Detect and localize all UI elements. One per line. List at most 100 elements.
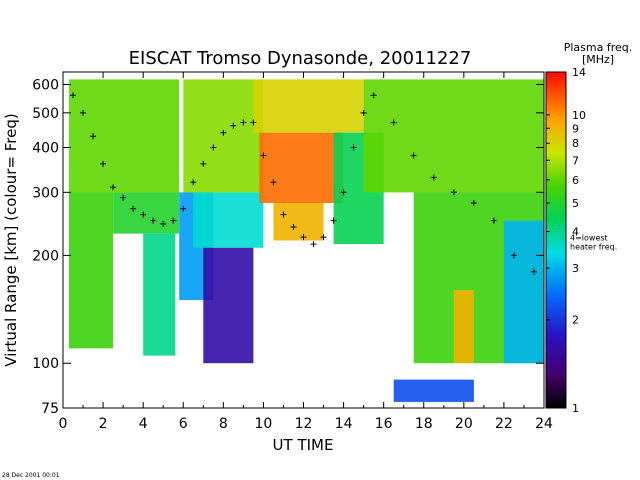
y-tick-label: 100 bbox=[32, 356, 59, 372]
x-tick-label: 18 bbox=[415, 416, 433, 432]
heatmap-region-15 bbox=[503, 220, 544, 364]
y-tick-label: 300 bbox=[32, 185, 59, 201]
heatmap-region-0 bbox=[69, 79, 180, 193]
trace-point-22 bbox=[290, 224, 297, 231]
trace-point-37 bbox=[510, 252, 517, 259]
colorbar-tick-label: 9 bbox=[572, 122, 579, 135]
trace-point-24 bbox=[310, 241, 317, 248]
trace-point-29 bbox=[360, 109, 367, 116]
colorbar-tick-label: 3 bbox=[572, 262, 579, 275]
colorbar-tick-label: 5 bbox=[572, 197, 579, 210]
trace-point-12 bbox=[190, 179, 197, 186]
x-tick-label: 4 bbox=[139, 416, 148, 432]
trace-point-30 bbox=[370, 92, 377, 99]
footer-timestamp: 28 Dec 2001 00:01 bbox=[2, 472, 60, 479]
trace-point-26 bbox=[330, 217, 337, 224]
x-tick-label: 6 bbox=[179, 416, 188, 432]
x-tick-label: 2 bbox=[99, 416, 108, 432]
colorbar-title-line1: Plasma freq. bbox=[564, 41, 633, 54]
trace-point-17 bbox=[240, 119, 247, 126]
trace-point-27 bbox=[340, 189, 347, 196]
x-tick-label: 0 bbox=[59, 416, 68, 432]
plot-area bbox=[62, 71, 545, 409]
trace-point-36 bbox=[490, 217, 497, 224]
trace-point-11 bbox=[180, 205, 187, 212]
colorbar: Plasma freq. [MHz] 1 2 3 4 5 6 7 8 910 14 4=lowes… bbox=[545, 41, 633, 415]
x-tick-label: 10 bbox=[255, 416, 273, 432]
y-tick-label: 500 bbox=[32, 106, 59, 122]
trace-point-20 bbox=[270, 179, 277, 186]
trace-point-6 bbox=[130, 205, 137, 212]
trace-point-3 bbox=[100, 160, 107, 167]
trace-point-13 bbox=[200, 160, 207, 167]
x-tick-label: 24 bbox=[535, 416, 553, 432]
trace-point-9 bbox=[160, 220, 167, 227]
heatmap-region-5 bbox=[193, 192, 264, 248]
trace-point-28 bbox=[350, 144, 357, 151]
x-tick-label: 12 bbox=[295, 416, 313, 432]
heatmap-region-12 bbox=[363, 79, 544, 193]
x-tick-label: 20 bbox=[455, 416, 473, 432]
x-tick-label: 14 bbox=[335, 416, 353, 432]
x-tick-label: 16 bbox=[375, 416, 393, 432]
colorbar-title-line2: [MHz] bbox=[582, 53, 614, 66]
trace-marks bbox=[70, 92, 537, 275]
trace-point-2 bbox=[90, 133, 97, 140]
trace-point-4 bbox=[110, 184, 117, 191]
trace-point-25 bbox=[320, 234, 327, 241]
colorbar-tick-label: 8 bbox=[572, 137, 579, 150]
y-tick-label: 200 bbox=[32, 248, 59, 264]
y-tick-label: 400 bbox=[32, 141, 59, 157]
colorbar-tick-label: 6 bbox=[572, 174, 579, 187]
heatmap-region-8 bbox=[253, 79, 364, 133]
trace-point-0 bbox=[70, 92, 77, 99]
heatmap-region-3 bbox=[143, 233, 176, 356]
y-tick-label: 75 bbox=[41, 401, 59, 417]
colorbar-ticks: 1 2 3 4 5 6 7 8 910 14 bbox=[546, 66, 586, 415]
colorbar-annotation-line1: 4=lowest bbox=[570, 234, 608, 243]
heatmap-region-14 bbox=[453, 290, 474, 364]
trace-point-21 bbox=[280, 211, 287, 218]
colorbar-tick-label: 1 bbox=[572, 402, 579, 415]
trace-point-23 bbox=[300, 234, 307, 241]
trace-point-7 bbox=[140, 211, 147, 218]
x-tick-label: 8 bbox=[219, 416, 228, 432]
colorbar-tick-label: 10 bbox=[572, 109, 586, 122]
heatmap-region-9 bbox=[259, 132, 344, 203]
colorbar-tick-label: 7 bbox=[572, 154, 579, 167]
trace-point-34 bbox=[450, 189, 457, 196]
colorbar-tick-label: 4 bbox=[572, 225, 579, 238]
trace-point-14 bbox=[210, 144, 217, 151]
trace-point-16 bbox=[230, 122, 237, 129]
y-tick-label: 600 bbox=[32, 77, 59, 93]
y-axis-label: Virtual Range [km] (colour= Freq) bbox=[2, 113, 20, 366]
trace-point-31 bbox=[390, 119, 397, 126]
y-axis-ticks: 75 100 200 300 400 500 600 bbox=[32, 77, 544, 417]
trace-point-35 bbox=[470, 200, 477, 207]
heatmap-regions bbox=[69, 79, 544, 402]
trace-point-15 bbox=[220, 129, 227, 136]
colorbar-tick-label: 2 bbox=[572, 314, 579, 327]
trace-point-5 bbox=[120, 194, 127, 201]
colorbar-annotation-line2: heater freq. bbox=[570, 243, 617, 252]
heatmap-region-2 bbox=[113, 192, 180, 234]
x-tick-label: 22 bbox=[495, 416, 513, 432]
trace-point-32 bbox=[410, 152, 417, 159]
x-axis-label: UT TIME bbox=[273, 436, 334, 454]
trace-point-19 bbox=[260, 152, 267, 159]
trace-point-33 bbox=[430, 174, 437, 181]
heatmap-region-1 bbox=[69, 192, 114, 349]
colorbar-scale bbox=[545, 71, 567, 409]
heatmap-region-16 bbox=[393, 379, 474, 402]
trace-point-1 bbox=[80, 109, 87, 116]
trace-point-10 bbox=[170, 217, 177, 224]
heatmap-region-10 bbox=[273, 203, 324, 241]
trace-point-38 bbox=[530, 268, 537, 275]
heatmap-region-7 bbox=[203, 247, 254, 364]
x-axis-ticks: 0 2 4 6 8 10 12 14 16 18 20 22 24 bbox=[59, 72, 553, 432]
trace-point-8 bbox=[150, 217, 157, 224]
chart-title: EISCAT Tromso Dynasonde, 20011227 bbox=[129, 48, 472, 69]
heatmap-region-6 bbox=[183, 79, 264, 193]
colorbar-tick-label: 14 bbox=[572, 66, 586, 79]
